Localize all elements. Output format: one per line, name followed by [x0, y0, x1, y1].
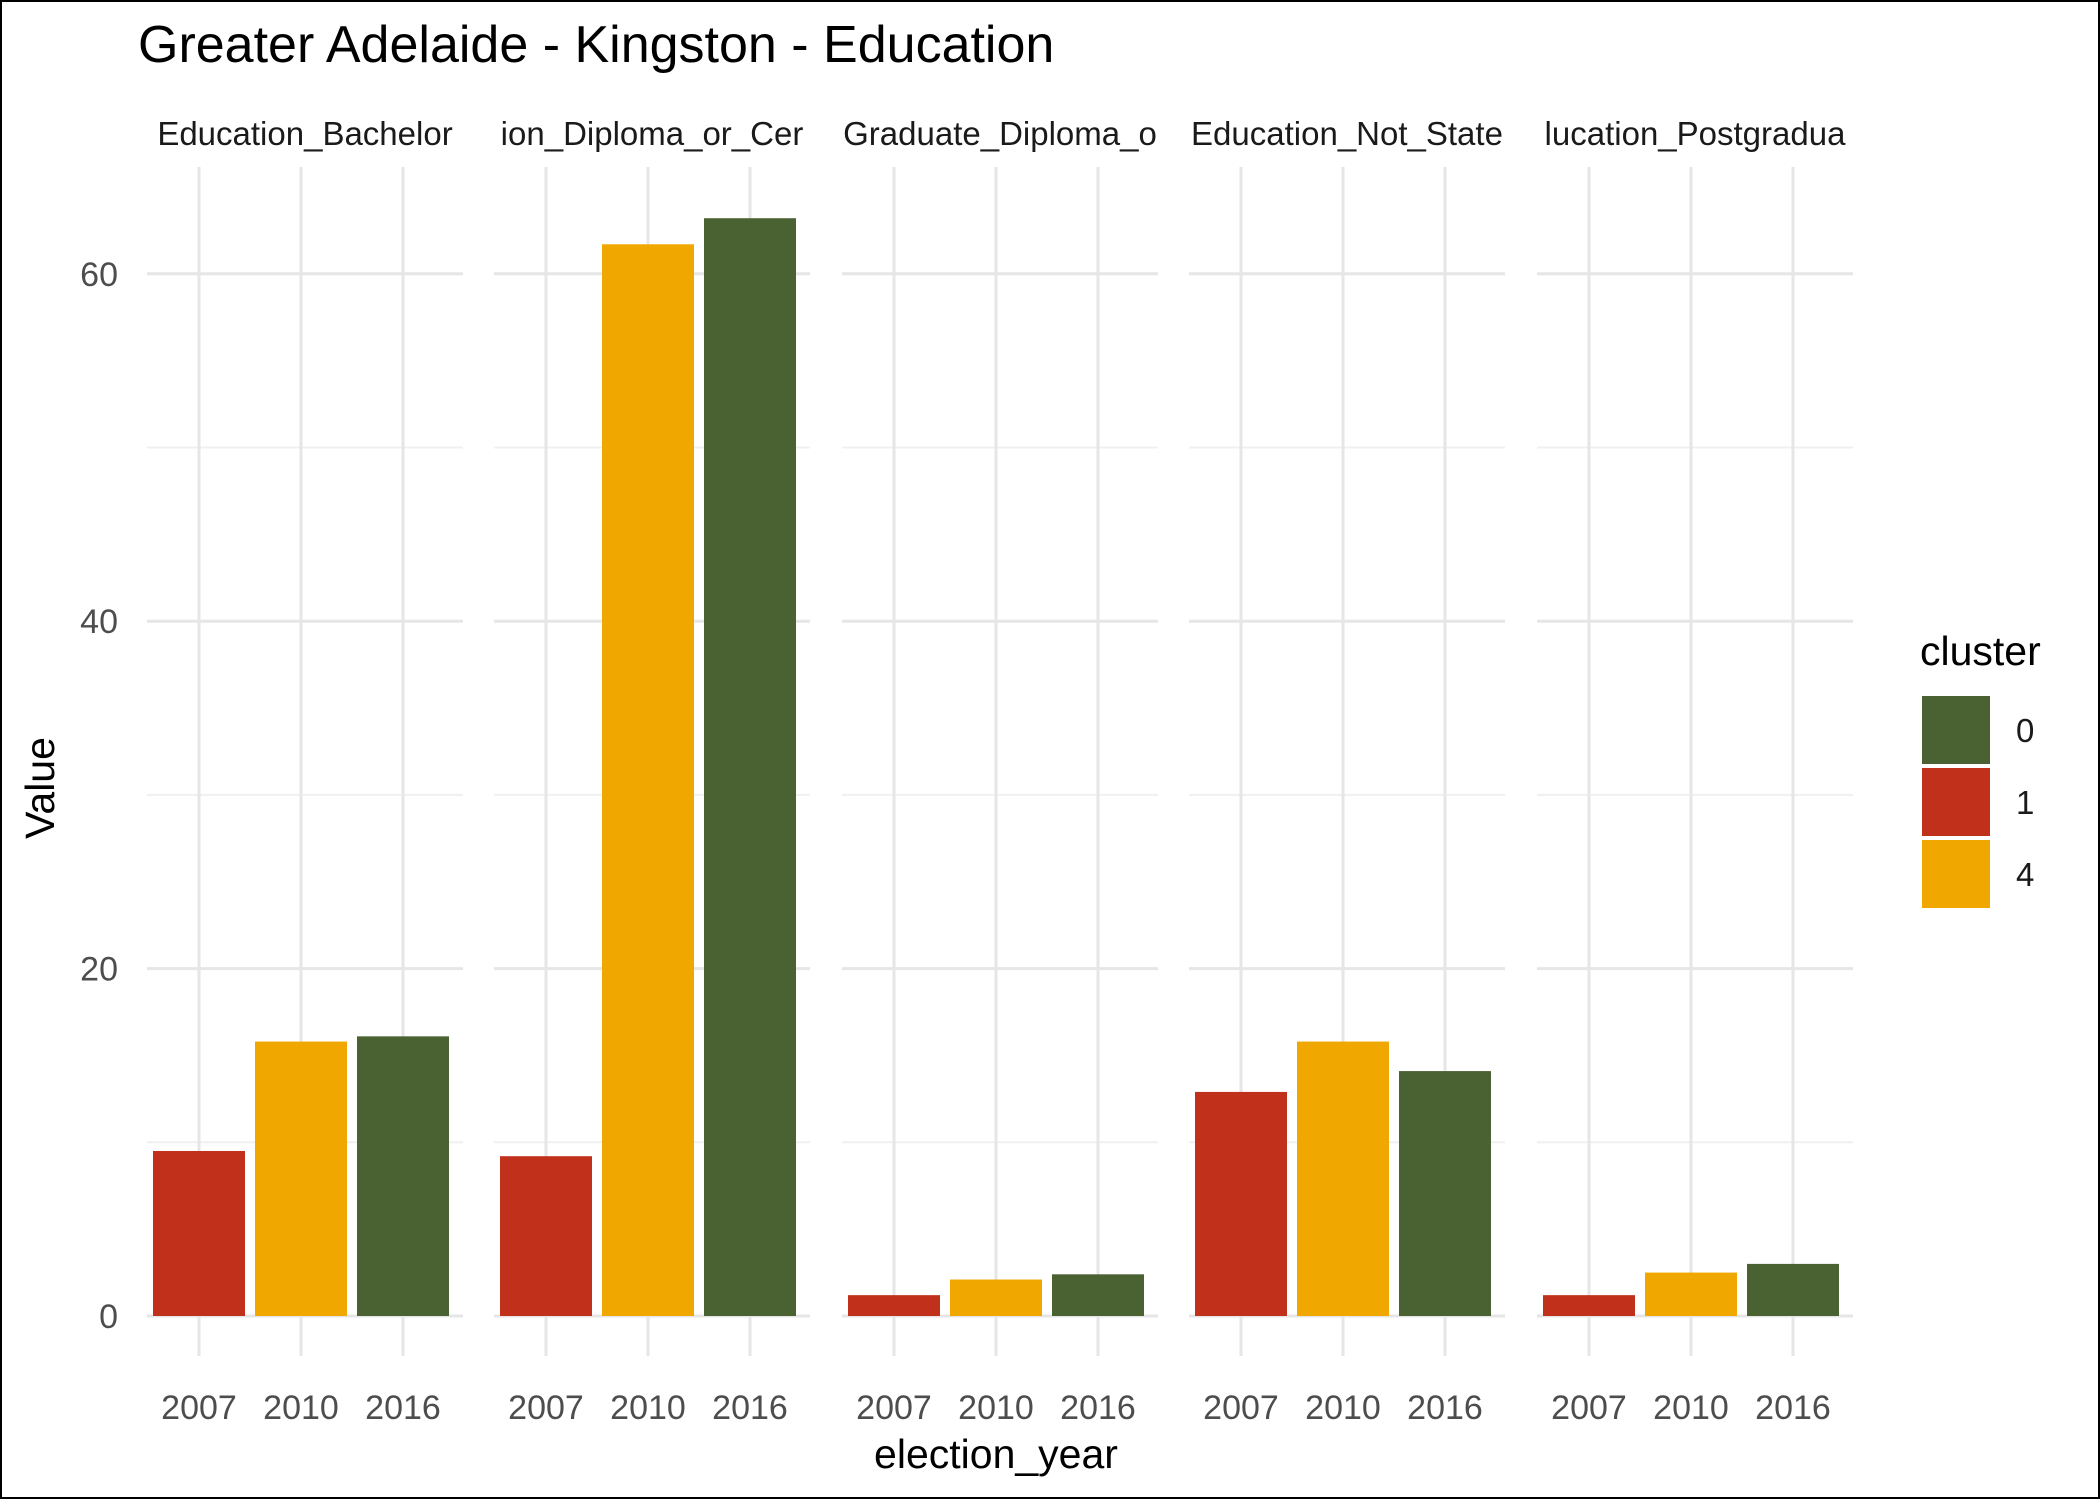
bar [357, 1036, 449, 1316]
legend-label: 0 [2016, 712, 2034, 749]
facet-strip-label: Graduate_Diploma_o [843, 115, 1157, 152]
text-layer: Greater Adelaide - Kingston - Education … [17, 16, 2041, 1477]
y-tick-label: 60 [80, 256, 118, 294]
x-tick-label: 2010 [610, 1389, 686, 1427]
x-tick-label: 2010 [263, 1389, 339, 1427]
x-tick-label: 2010 [958, 1389, 1034, 1427]
legend-swatch [1922, 768, 1990, 836]
bar [602, 244, 694, 1316]
x-tick-label: 2016 [712, 1389, 788, 1427]
legend-swatch [1922, 840, 1990, 908]
x-tick-label: 2007 [508, 1389, 584, 1427]
chart-title: Greater Adelaide - Kingston - Education [138, 16, 1054, 74]
x-tick-label: 2007 [1203, 1389, 1279, 1427]
facet-strip-label: ion_Diploma_or_Cer [501, 115, 804, 152]
bar [500, 1156, 592, 1316]
x-axis-title: election_year [874, 1431, 1118, 1477]
x-tick-label: 2016 [1060, 1389, 1136, 1427]
y-tick-label: 40 [80, 603, 118, 641]
x-tick-label: 2016 [365, 1389, 441, 1427]
x-tick-label: 2007 [161, 1389, 237, 1427]
bar [704, 218, 796, 1316]
x-tick-label: 2007 [856, 1389, 932, 1427]
legend: 0 1 4 [1922, 696, 2034, 908]
bar [848, 1295, 940, 1316]
bar [1195, 1091, 1287, 1316]
bar-layer [153, 218, 1839, 1316]
facet-strip-label: lucation_Postgradua [1545, 115, 1847, 152]
bar [1645, 1272, 1737, 1316]
legend-label: 1 [2016, 784, 2034, 821]
bar [1399, 1071, 1491, 1316]
y-tick-label: 20 [80, 951, 118, 989]
y-axis-title: Value [17, 737, 63, 839]
legend-label: 4 [2016, 856, 2034, 893]
x-tick-label: 2007 [1551, 1389, 1627, 1427]
x-tick-label: 2010 [1653, 1389, 1729, 1427]
legend-title: cluster [1920, 628, 2041, 674]
bar [1543, 1295, 1635, 1316]
facet-strip-label: Education_Not_State [1191, 115, 1503, 152]
facet-strip-label: Education_Bachelor [157, 115, 452, 152]
y-tick-label: 0 [99, 1298, 118, 1336]
bar [1297, 1041, 1389, 1316]
x-tick-label: 2016 [1755, 1389, 1831, 1427]
bar [255, 1041, 347, 1316]
bar [153, 1150, 245, 1316]
bar [1747, 1263, 1839, 1316]
x-tick-label: 2010 [1305, 1389, 1381, 1427]
bar [950, 1279, 1042, 1316]
x-tick-label: 2016 [1407, 1389, 1483, 1427]
legend-swatch [1922, 696, 1990, 764]
bar [1052, 1274, 1144, 1316]
